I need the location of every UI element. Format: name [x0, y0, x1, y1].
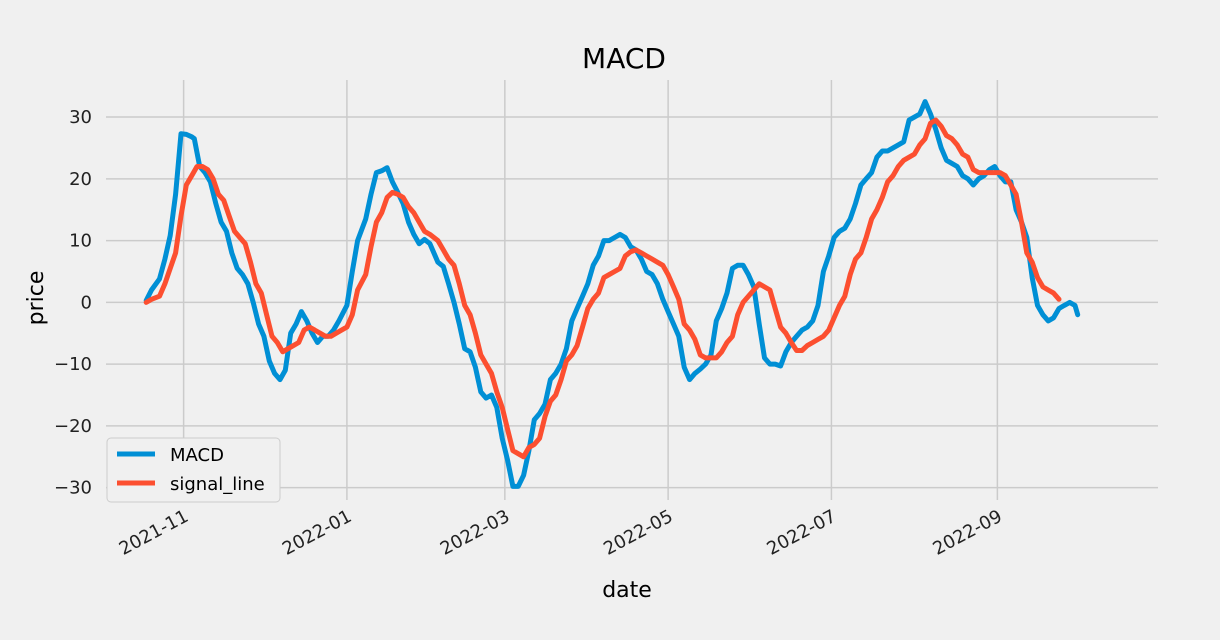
- series-line-macd: [143, 99, 1081, 489]
- x-tick-label: 2022-07: [763, 506, 839, 560]
- y-axis-label: price: [24, 271, 49, 326]
- legend: MACD signal_line: [106, 437, 281, 503]
- x-tick-label: 2022-01: [279, 506, 355, 560]
- grid: [106, 80, 1158, 500]
- y-tick-label: 20: [69, 169, 92, 190]
- y-tick-label: 0: [81, 292, 92, 313]
- x-tick-label: 2022-09: [929, 506, 1005, 560]
- legend-label-macd: MACD: [170, 445, 224, 466]
- x-tick-label: 2022-05: [600, 506, 676, 560]
- series-line-signal-line: [143, 117, 1062, 460]
- y-tick-label: −10: [54, 354, 92, 375]
- y-tick-label: −30: [54, 478, 92, 499]
- series-lines: [143, 99, 1081, 489]
- x-tick-label: 2021-11: [116, 506, 192, 560]
- legend-label-signal-line: signal_line: [170, 474, 265, 495]
- x-tick-label: 2022-03: [437, 506, 513, 560]
- y-tick-label: −20: [54, 416, 92, 437]
- y-tick-label: 30: [69, 107, 92, 128]
- y-tick-label: 10: [69, 231, 92, 252]
- x-axis-label: date: [602, 578, 652, 603]
- chart-title: MACD: [582, 42, 666, 75]
